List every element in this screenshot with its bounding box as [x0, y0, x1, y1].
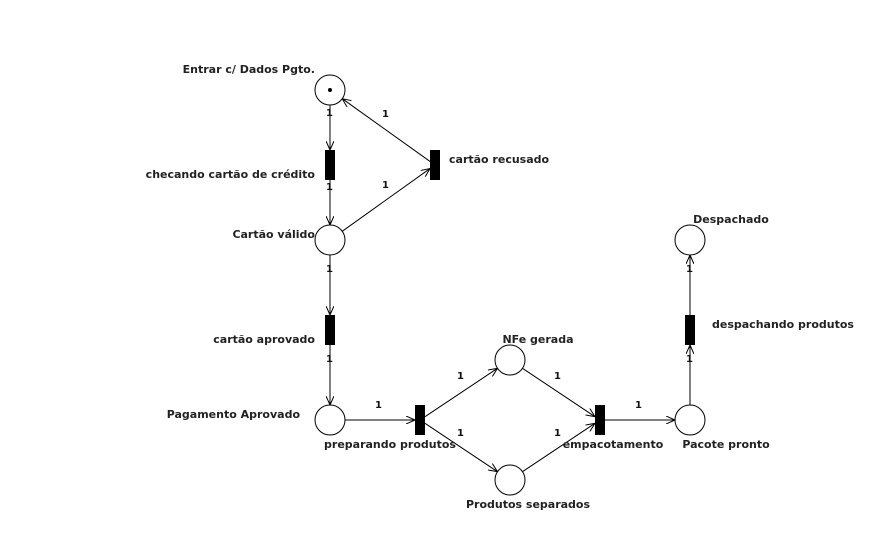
- transition-despachando[interactable]: [685, 315, 695, 345]
- arc-weight-label: 1: [326, 354, 333, 365]
- arc-weight-label: 1: [326, 108, 333, 119]
- place-sep[interactable]: [494, 464, 526, 496]
- transition-label: cartão recusado: [449, 153, 550, 166]
- arc-weight-label: 1: [457, 371, 464, 382]
- arc-weight-label: 1: [457, 428, 464, 439]
- transition-label: checando cartão de crédito: [146, 168, 316, 181]
- arc-p_valido-to-t_recusado: [341, 169, 430, 232]
- arcs: [330, 99, 690, 472]
- transition-label: empacotamento: [563, 438, 664, 451]
- place-desp[interactable]: [674, 224, 706, 256]
- arc-weight-label: 1: [686, 354, 693, 365]
- transition-label: despachando produtos: [712, 318, 854, 331]
- transition-aprovado[interactable]: [325, 315, 335, 345]
- place-label: Pagamento Aprovado: [167, 408, 301, 421]
- arc-weight-label: 1: [382, 180, 389, 191]
- labels: 1 1 1 1 1 1 1 1 1 1 1 1 1 1 Entrar c/ Dados Pgto. Cartã…: [146, 63, 855, 511]
- place-label: Pacote pronto: [682, 438, 770, 451]
- place-label: Produtos separados: [466, 498, 591, 511]
- arc-weight-label: 1: [375, 400, 382, 411]
- arc-weight-label: 1: [326, 182, 333, 193]
- place-label: Entrar c/ Dados Pgto.: [183, 63, 315, 76]
- arc-weight-label: 1: [382, 109, 389, 120]
- nodes: [314, 74, 706, 496]
- transition-label: preparando produtos: [324, 438, 456, 451]
- place-label: Cartão válido: [232, 228, 315, 241]
- arc-p_sep-to-t_empac: [522, 423, 595, 473]
- place-pag[interactable]: [314, 404, 346, 436]
- transition-recusado[interactable]: [430, 150, 440, 180]
- transition-preparando[interactable]: [415, 405, 425, 435]
- arc-weight-label: 1: [326, 264, 333, 275]
- place-nfe[interactable]: [494, 344, 526, 376]
- transition-label: cartão aprovado: [213, 333, 315, 346]
- place-label: Despachado: [693, 213, 769, 226]
- place-pronto[interactable]: [674, 404, 706, 436]
- arc-t_preparando-to-p_nfe: [424, 368, 498, 418]
- arc-t_preparando-to-p_sep: [424, 422, 498, 471]
- transition-empac[interactable]: [595, 405, 605, 435]
- arc-t_recusado-to-p_entrar: [342, 99, 431, 162]
- place-valido[interactable]: [314, 224, 346, 256]
- arc-weight-label: 1: [635, 400, 642, 411]
- arc-weight-label: 1: [554, 371, 561, 382]
- arc-weight-label: 1: [686, 264, 693, 275]
- place-label: NFe gerada: [502, 333, 573, 346]
- arc-p_nfe-to-t_empac: [522, 367, 595, 416]
- transition-checando[interactable]: [325, 150, 335, 180]
- arc-weight-label: 1: [554, 428, 561, 439]
- token: [328, 88, 332, 92]
